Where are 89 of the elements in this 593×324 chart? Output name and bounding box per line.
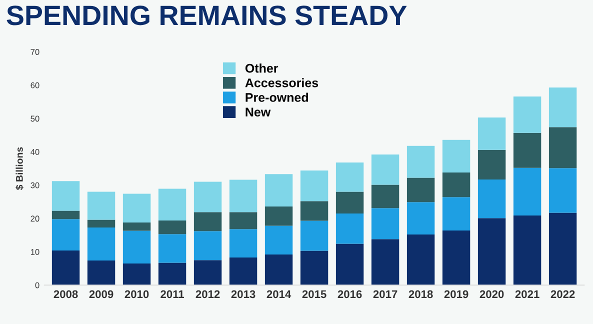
bar (478, 218, 506, 286)
bar (406, 234, 435, 286)
bar (87, 260, 116, 286)
bar (336, 162, 364, 192)
bar (371, 154, 400, 185)
bar (158, 220, 186, 234)
bar (548, 212, 577, 286)
y-tick-label: 20 (30, 216, 40, 222)
bar (513, 168, 542, 216)
legend-label: New (246, 108, 271, 116)
bar (264, 206, 293, 226)
x-tick-label: 2014 (266, 290, 292, 298)
bar (52, 210, 80, 220)
bar (513, 132, 542, 168)
x-tick-label: 2013 (231, 290, 256, 298)
bar (406, 146, 435, 178)
bar (52, 181, 80, 211)
legend-label: Pre-owned (246, 92, 308, 102)
legend-label: Other (245, 64, 278, 73)
bar (442, 172, 470, 198)
x-tick-label: 2008 (54, 290, 78, 298)
bar (87, 220, 116, 228)
bar (442, 197, 470, 230)
bar (194, 260, 222, 286)
bar (122, 194, 151, 222)
bar (548, 88, 577, 128)
y-tick-label: 70 (30, 49, 40, 55)
x-tick-label: 2019 (444, 290, 468, 298)
y-tick-label: 0 (35, 282, 40, 288)
bar (122, 222, 151, 231)
bar (158, 188, 186, 220)
bar (548, 168, 577, 213)
y-tick-label: 50 (30, 116, 40, 122)
bar (87, 227, 116, 260)
x-tick-label: 2021 (515, 290, 540, 298)
bar (371, 208, 400, 240)
bar (194, 231, 222, 260)
bar (478, 179, 506, 218)
bar (229, 229, 258, 258)
bar (513, 215, 542, 286)
bar (300, 170, 328, 202)
chart-title: SPENDING REMAINS STEADY (6, 6, 407, 26)
bar (87, 192, 116, 220)
bar (229, 180, 258, 212)
bar (442, 140, 470, 172)
bar (336, 244, 364, 286)
y-tick-label: 40 (30, 149, 40, 155)
bar (300, 250, 328, 286)
x-tick-label: 2012 (196, 290, 220, 298)
bar (406, 178, 435, 202)
bar (158, 262, 186, 286)
bar (336, 213, 364, 244)
bar (478, 150, 506, 180)
y-tick-label: 60 (30, 82, 40, 88)
bar (371, 184, 400, 208)
x-tick-label: 2016 (338, 290, 362, 298)
bar (158, 234, 186, 263)
bar (194, 212, 222, 232)
x-tick-label: 2010 (124, 290, 149, 298)
x-tick-label: 2011 (160, 290, 184, 298)
x-tick-label: 2022 (550, 290, 575, 298)
x-tick-label: 2009 (89, 290, 114, 298)
bar (406, 202, 435, 234)
bar (478, 117, 506, 150)
bar (194, 182, 222, 212)
bar (229, 212, 258, 230)
bar (548, 127, 577, 168)
bar (300, 220, 328, 251)
bar (264, 254, 293, 286)
legend-label: Accessories (245, 78, 318, 88)
bar (264, 174, 293, 206)
bar (264, 226, 293, 254)
y-axis-title: $ Billions (16, 147, 24, 190)
y-tick-label: 10 (30, 248, 40, 255)
x-tick-label: 2015 (302, 290, 326, 298)
x-tick-label: 2020 (480, 290, 504, 298)
bar (52, 250, 80, 286)
bar (300, 201, 328, 221)
bar (122, 230, 151, 264)
bar (442, 230, 470, 286)
y-tick-label: 30 (30, 182, 40, 188)
bar (336, 192, 364, 214)
bar (122, 263, 151, 286)
x-tick-label: 2018 (408, 290, 433, 298)
bar (52, 219, 80, 250)
bar (229, 257, 258, 286)
bar (513, 96, 542, 133)
bar (371, 239, 400, 286)
x-tick-label: 2017 (373, 290, 398, 298)
